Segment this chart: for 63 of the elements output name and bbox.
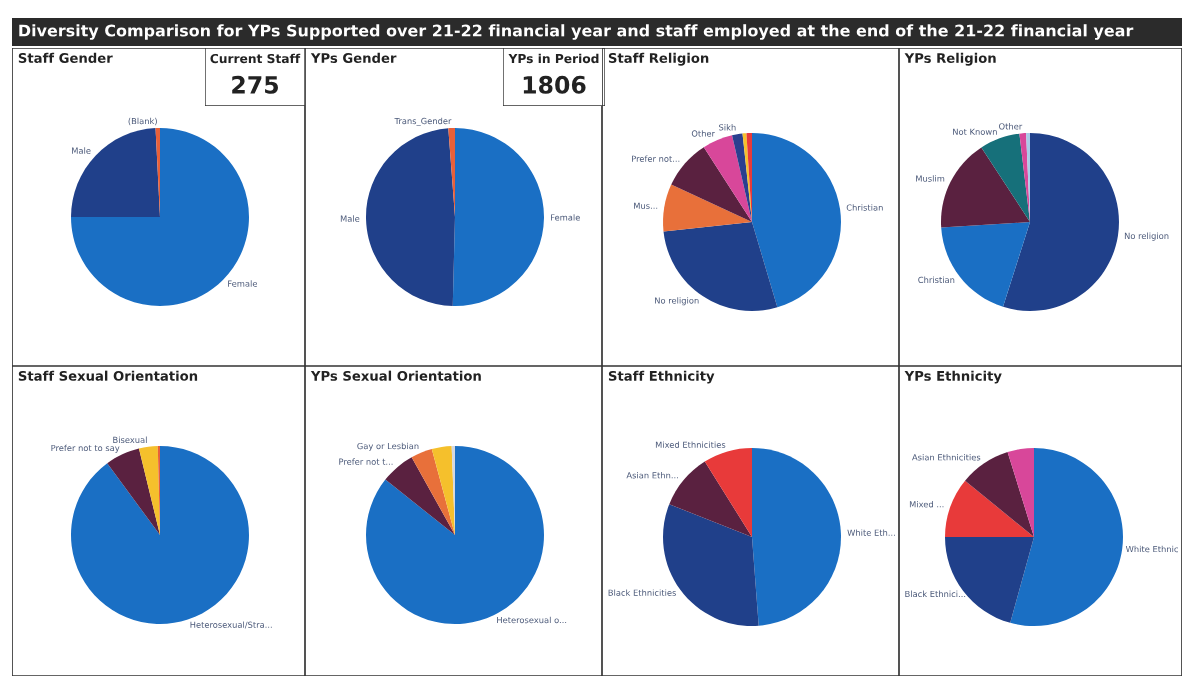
slice-label: Female [551, 214, 580, 221]
slice-label: White Eth... [847, 529, 895, 536]
slice-label: Bisexual [113, 436, 147, 444]
chart-title: YPs Gender [310, 52, 397, 63]
slice-label: Muslim [916, 175, 945, 182]
pie-slice [752, 133, 841, 308]
slice-label: Not Known [953, 128, 997, 135]
chart-title: YPs Ethnicity [904, 370, 1002, 384]
pie-slice [107, 448, 160, 535]
pie-slice [138, 446, 160, 535]
slice-label: Mixed Ethnicities [655, 441, 726, 448]
pie-slice [366, 128, 455, 306]
pie-slice [411, 449, 455, 535]
slice-label: White Ethnic [1125, 545, 1178, 553]
pie-slice [431, 446, 455, 535]
slice-label: Mixed ... [909, 500, 944, 508]
pie-slice [452, 128, 544, 306]
slice-label: Male [72, 147, 91, 154]
slice-label: Heterosexual o... [497, 616, 567, 624]
pie-slice [663, 222, 778, 311]
slice-label: Prefer not t... [339, 458, 393, 465]
slice-label: Heterosexual/Stra... [190, 621, 272, 629]
chart-title: YPs Sexual Orientation [310, 370, 481, 381]
pie-slice [703, 135, 752, 222]
pie-slice [752, 448, 841, 626]
text: 1806 [523, 75, 586, 94]
chart-title: Staff Sexual Orientation [18, 370, 198, 381]
pie-slice [945, 480, 1034, 537]
slice-label: Asian Ethnicities [912, 454, 981, 461]
chart-title: Staff Ethnicity [608, 370, 715, 384]
slice-label: Male [340, 215, 360, 222]
pie-slice [1010, 448, 1123, 626]
slice-label: Black Ethnicities [608, 589, 676, 596]
slice-label: Sikh [719, 124, 736, 131]
text: YPs in Period [508, 53, 599, 64]
chart-title: Staff Gender [18, 52, 113, 63]
slice-label: Trans_Gender [394, 117, 452, 126]
pie-slice [1007, 448, 1034, 537]
text: Current Staff [210, 53, 301, 64]
slice-label: Asian Ethn... [626, 472, 678, 479]
slice-label: Other [999, 123, 1023, 130]
pie-slice [732, 133, 752, 222]
slice-label: No religion [1124, 232, 1169, 241]
slice-label: Gay or Lesbian [357, 442, 419, 451]
pie-slice [663, 184, 752, 232]
pie-slice [704, 448, 752, 537]
slice-label: Mus... [634, 202, 658, 209]
slice-label: Other [691, 130, 715, 137]
chart-title: Staff Religion [608, 52, 709, 66]
slice-label: Female [228, 280, 258, 287]
pie-slice [981, 133, 1030, 222]
slice-label: Christian [846, 204, 883, 211]
chart-title: YPs Religion [904, 52, 996, 66]
slice-label: No religion [655, 297, 699, 306]
pie-slice [1003, 133, 1119, 311]
slice-label: Prefer not to say [51, 444, 120, 453]
text: 275 [232, 75, 278, 94]
pie-slice [71, 128, 160, 217]
text: Diversity Comparison for YPs Supported over 21-22 financial year and staff employed at the end of the 21-22 financial year [19, 24, 1134, 40]
slice-label: Black Ethnici... [905, 590, 966, 598]
slice-label: Prefer not... [632, 155, 680, 162]
slice-label: (Blank) [128, 117, 157, 126]
slice-label: Christian [918, 276, 955, 284]
